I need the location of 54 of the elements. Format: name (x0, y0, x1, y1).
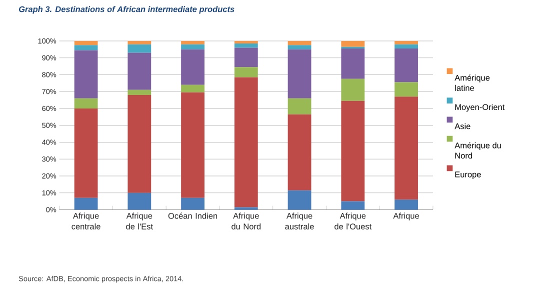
bar (394, 96, 418, 200)
x-tick-label: Afrique (393, 212, 419, 221)
bar (288, 45, 312, 50)
bar (394, 82, 418, 97)
bar (181, 85, 204, 93)
bar (74, 45, 98, 50)
bar (74, 41, 98, 46)
x-tick-label: Afrique du Nord (232, 212, 261, 230)
legend-label: Asie (454, 123, 470, 130)
bar (394, 48, 418, 82)
x-tick-label: Afrique centrale (72, 212, 100, 230)
bar (341, 101, 365, 202)
bar (74, 98, 98, 109)
bar (288, 190, 312, 210)
bar (74, 198, 98, 210)
bar (288, 98, 312, 115)
bar (394, 44, 418, 49)
bar (128, 193, 152, 210)
x-tick-label: Océan Indien (168, 212, 218, 219)
legend-label: Europe (455, 172, 481, 180)
x-tick-label: Afrique australe (285, 212, 314, 230)
bar (234, 207, 258, 210)
legend-label: Amérique latine (454, 74, 490, 92)
bar (74, 50, 98, 98)
bar (128, 95, 152, 194)
x-tick-label: Afrique de l'Est (126, 212, 153, 230)
x-tick-label: Afrique de l'Ouest (334, 212, 372, 230)
bar (234, 41, 258, 44)
bar (234, 67, 258, 78)
bar (128, 90, 152, 96)
bar (234, 48, 258, 68)
bar (341, 201, 365, 210)
chart-title: Graph 3. Destinations of African intermediate products (18, 6, 234, 14)
bar (234, 44, 258, 48)
bar (341, 79, 365, 102)
bar (181, 198, 204, 210)
bar (181, 50, 204, 85)
bar (341, 41, 365, 48)
bar (234, 77, 258, 208)
bar (128, 52, 152, 90)
bar (394, 200, 418, 210)
bar (181, 92, 204, 198)
bar (341, 48, 365, 80)
bar (394, 41, 418, 44)
bar (181, 41, 204, 44)
bar (181, 44, 204, 50)
legend-label: Moyen-Orient (455, 104, 505, 112)
bar (128, 44, 152, 53)
legend-label: Amérique du Nord (454, 142, 501, 159)
bar (128, 41, 152, 44)
bar (288, 50, 312, 98)
bar (288, 114, 312, 190)
bar (74, 108, 98, 198)
bar (288, 41, 312, 46)
